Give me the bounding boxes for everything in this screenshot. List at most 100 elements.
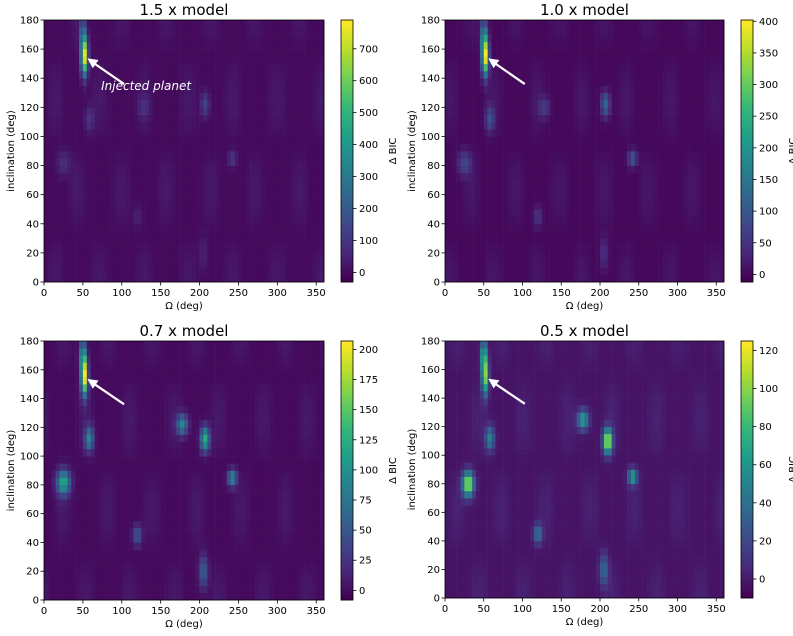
heatmap-cell	[293, 129, 297, 137]
heatmap-cell	[44, 238, 48, 246]
heatmap-cell	[639, 93, 643, 101]
heatmap-cell	[44, 180, 48, 188]
heatmap-cell	[495, 129, 499, 137]
heatmap-cell	[266, 129, 270, 137]
heatmap-cell	[172, 231, 176, 239]
heatmap-cell	[546, 49, 550, 57]
heatmap-cell	[235, 100, 239, 108]
heatmap-cell	[95, 122, 99, 130]
heatmap-cell	[484, 78, 488, 86]
heatmap-cell	[484, 42, 488, 50]
heatmap-cell	[219, 27, 223, 35]
heatmap-cell	[227, 275, 231, 283]
heatmap-cell	[627, 27, 631, 35]
heatmap-cell	[588, 49, 592, 57]
heatmap-cell	[114, 35, 118, 43]
heatmap-cell	[484, 49, 488, 57]
heatmap-cell	[196, 166, 200, 174]
heatmap-cell	[157, 209, 161, 217]
heatmap-cell	[215, 253, 219, 261]
heatmap-cell	[215, 64, 219, 72]
heatmap-cell	[297, 217, 301, 225]
heatmap-cell	[281, 49, 285, 57]
heatmap-cell	[270, 129, 274, 137]
heatmap-cell	[83, 253, 87, 261]
heatmap-cell	[581, 100, 585, 108]
x-tick-label: 100	[112, 288, 131, 299]
heatmap-cell	[476, 64, 480, 72]
heatmap-cell	[542, 158, 546, 166]
heatmap-cell	[457, 20, 461, 28]
heatmap-cell	[554, 217, 558, 225]
heatmap-cell	[623, 158, 627, 166]
heatmap-cell	[270, 195, 274, 203]
heatmap-cell	[308, 231, 312, 239]
heatmap-cell	[488, 122, 492, 130]
heatmap-cell	[526, 267, 530, 275]
heatmap-cell	[223, 187, 227, 195]
heatmap-cell	[484, 122, 488, 130]
heatmap-cell	[542, 144, 546, 152]
heatmap-cell	[165, 71, 169, 79]
heatmap-cell	[130, 144, 134, 152]
heatmap-cell	[305, 173, 309, 181]
heatmap-cell	[542, 27, 546, 35]
heatmap-cell	[79, 195, 83, 203]
heatmap-cell	[289, 180, 293, 188]
heatmap-cell	[285, 238, 289, 246]
heatmap-cell	[71, 180, 75, 188]
heatmap-cell	[188, 187, 192, 195]
heatmap-cell	[662, 86, 666, 94]
heatmap-cell	[75, 49, 79, 57]
heatmap-cell	[67, 100, 71, 108]
heatmap-cell	[503, 187, 507, 195]
heatmap-cell	[542, 224, 546, 232]
heatmap-cell	[542, 173, 546, 181]
heatmap-cell	[635, 151, 639, 159]
heatmap-cell	[270, 166, 274, 174]
heatmap-cell	[445, 187, 449, 195]
heatmap-cell	[449, 27, 453, 35]
heatmap-cell	[203, 122, 207, 130]
heatmap-cell	[130, 267, 134, 275]
heatmap-cell	[484, 260, 488, 268]
heatmap-cell	[161, 238, 165, 246]
heatmap-cell	[631, 275, 635, 283]
heatmap-cell	[530, 93, 534, 101]
heatmap-cell	[643, 144, 647, 152]
heatmap-cell	[122, 238, 126, 246]
heatmap-cell	[519, 64, 523, 72]
heatmap-cell	[246, 166, 250, 174]
heatmap-cell	[461, 260, 465, 268]
heatmap-cell	[619, 195, 623, 203]
heatmap-cell	[106, 195, 110, 203]
heatmap-cell	[87, 209, 91, 217]
heatmap-cell	[643, 56, 647, 64]
heatmap-cell	[608, 253, 612, 261]
heatmap-cell	[223, 158, 227, 166]
heatmap-cell	[196, 71, 200, 79]
heatmap-cell	[662, 49, 666, 57]
heatmap-cell	[114, 64, 118, 72]
heatmap-cell	[674, 267, 678, 275]
heatmap-cell	[180, 27, 184, 35]
heatmap-cell	[499, 166, 503, 174]
heatmap-cell	[137, 209, 141, 217]
heatmap-cell	[71, 122, 75, 130]
heatmap-cell	[63, 100, 67, 108]
heatmap-cell	[658, 93, 662, 101]
heatmap-cell	[246, 267, 250, 275]
heatmap-cell	[670, 187, 674, 195]
heatmap-cell	[238, 267, 242, 275]
heatmap-cell	[60, 151, 64, 159]
heatmap-cell	[102, 275, 106, 283]
heatmap-cell	[52, 71, 56, 79]
heatmap-cell	[592, 253, 596, 261]
heatmap-cell	[231, 275, 235, 283]
heatmap-cell	[273, 166, 277, 174]
heatmap-cell	[305, 129, 309, 137]
heatmap-cell	[453, 231, 457, 239]
heatmap-cell	[196, 86, 200, 94]
heatmap-cell	[83, 115, 87, 123]
heatmap-cell	[196, 187, 200, 195]
